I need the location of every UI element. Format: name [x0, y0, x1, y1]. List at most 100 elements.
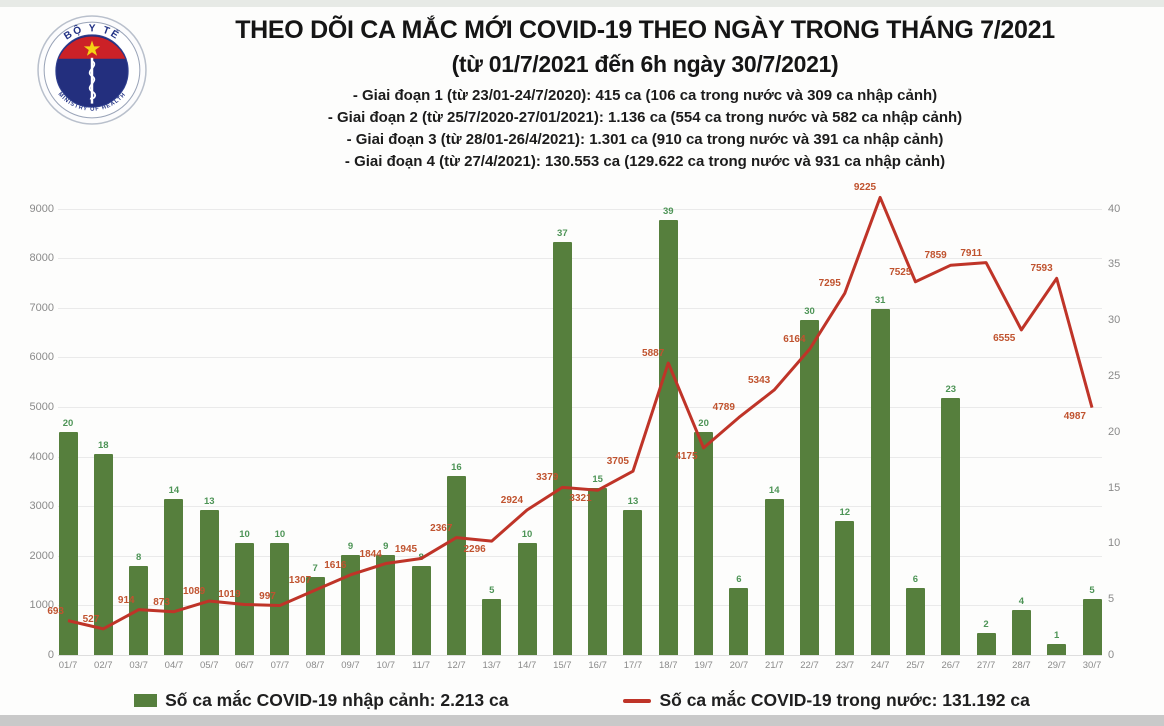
bar-value-label: 10: [274, 529, 286, 541]
left-tick-label: 5000: [29, 401, 54, 413]
bar: [1082, 599, 1102, 655]
bar: [446, 476, 466, 655]
bar-value-label: 13: [627, 495, 639, 507]
x-tick-label: 24/7: [870, 660, 890, 671]
left-tick-label: 9000: [29, 202, 54, 215]
x-tick-label: 10/7: [376, 660, 396, 671]
left-tick-label: 1000: [29, 599, 54, 612]
grid-line: [58, 307, 1102, 309]
bottom-border-strip: [0, 715, 1164, 726]
x-tick-label: 03/7: [129, 660, 148, 671]
line-value-label: 2296: [463, 544, 486, 556]
line-value-label: 3321: [569, 493, 592, 505]
bar-value-label: 5: [489, 585, 495, 597]
left-tick-label: 4000: [29, 450, 54, 463]
x-tick-label: 23/7: [835, 660, 855, 671]
legend-imported-label: Số ca mắc COVID-19 nhập cảnh: 2.213 ca: [165, 690, 509, 710]
logo-star-icon: [83, 40, 101, 56]
bar: [199, 509, 219, 655]
bar: [764, 498, 784, 655]
line-value-label: 1945: [394, 543, 418, 555]
x-tick-label: 04/7: [164, 660, 184, 671]
line-value-label: 693: [47, 605, 64, 617]
bar-value-label: 8: [135, 551, 142, 563]
bar-value-label: 20: [698, 417, 709, 429]
left-tick-label: 0: [47, 649, 54, 661]
legend-bar-swatch: [134, 694, 158, 707]
phase-summary-line-1: - Giai đoạn 1 (từ 23/01-24/7/2020): 415 …: [352, 87, 938, 104]
line-value-label: 2367: [430, 522, 453, 534]
x-tick-label: 25/7: [906, 660, 925, 671]
x-tick-label: 12/7: [447, 660, 466, 671]
legend-item-imported: Số ca mắc COVID-19 nhập cảnh: 2.213 ca: [134, 690, 508, 711]
left-tick-label: 8000: [29, 252, 54, 265]
line-value-label: 7911: [960, 247, 983, 259]
x-tick-label: 30/7: [1082, 660, 1102, 671]
bar: [376, 554, 396, 655]
bar-value-label: 5: [1089, 585, 1095, 597]
bar: [905, 588, 925, 655]
bar-value-label: 6: [912, 574, 919, 586]
x-tick-label: 17/7: [623, 660, 643, 671]
line-value-label: 4987: [1063, 410, 1086, 422]
bar: [411, 565, 431, 655]
x-tick-label: 19/7: [694, 660, 713, 671]
page-title: THEO DÕI CA MẮC MỚI COVID-19 THEO NGÀY T…: [235, 16, 1055, 44]
bar-value-label: 4: [1018, 596, 1025, 608]
bar: [623, 509, 643, 655]
line-value-label: 914: [117, 594, 135, 606]
phase-summary: - Giai đoạn 1 (từ 23/01-24/7/2020): 415 …: [150, 85, 1140, 173]
line-value-label: 997: [259, 590, 276, 602]
line-value-label: 6164: [783, 334, 806, 346]
line-value-label: 1307: [288, 575, 312, 587]
line-value-label: 1089: [182, 585, 206, 597]
right-tick-label: 15: [1108, 481, 1121, 494]
top-border-strip: [0, 0, 1164, 7]
line-value-label: 873: [153, 596, 170, 608]
grid-line: [58, 357, 1102, 359]
bar-value-label: 10: [239, 529, 250, 541]
line-value-label: 1019: [218, 589, 241, 601]
line-value-label: 7593: [1030, 263, 1053, 275]
line-value-label: 5887: [642, 348, 665, 359]
bar: [482, 599, 502, 655]
line-value-label: 1616: [324, 559, 347, 571]
bar: [588, 487, 608, 655]
x-tick-label: 05/7: [199, 660, 219, 671]
x-tick-label: 29/7: [1047, 660, 1066, 671]
line-value-label: 9225: [853, 182, 877, 194]
bar-value-label: 10: [521, 529, 533, 541]
line-path: [67, 195, 1094, 631]
left-tick-label: 3000: [29, 500, 54, 513]
phase-summary-line-2: - Giai đoạn 2 (từ 25/7/2020-27/01/2021):…: [327, 109, 963, 126]
bar: [835, 521, 855, 655]
bar-value-label: 13: [203, 495, 215, 507]
x-tick-label: 28/7: [1012, 660, 1031, 671]
legend-item-domestic: Số ca mắc COVID-19 trong nước: 131.192 c…: [623, 690, 1030, 711]
x-tick-label: 02/7: [94, 660, 113, 671]
bar: [658, 219, 678, 655]
line-value-label: 5343: [747, 374, 771, 386]
x-tick-label: 13/7: [482, 660, 501, 671]
bar-value-label: 6: [736, 574, 742, 586]
x-tick-label: 16/7: [588, 660, 607, 671]
bar-value-label: 39: [662, 205, 674, 217]
legend: Số ca mắc COVID-19 nhập cảnh: 2.213 ca S…: [0, 690, 1164, 711]
right-tick-label: 10: [1108, 537, 1121, 550]
ministry-of-health-logo: BỘ Y TẾ MINISTRY OF HEALTH: [37, 15, 147, 125]
line-value-label: 7525: [889, 266, 912, 278]
left-tick-label: 2000: [29, 549, 54, 562]
bar: [729, 588, 749, 655]
legend-line-swatch: [623, 698, 652, 703]
line-value-label: 7859: [924, 250, 947, 262]
x-tick-label: 21/7: [764, 660, 784, 671]
logo-snake-icon: [88, 60, 96, 100]
right-tick-label: 25: [1108, 370, 1121, 382]
line-value-label: 4789: [712, 402, 735, 414]
right-tick-label: 40: [1108, 202, 1121, 215]
bar-value-label: 31: [874, 295, 886, 307]
line-value-label: 7295: [818, 278, 841, 290]
bar: [129, 565, 149, 655]
bar-value-label: 14: [768, 484, 780, 496]
